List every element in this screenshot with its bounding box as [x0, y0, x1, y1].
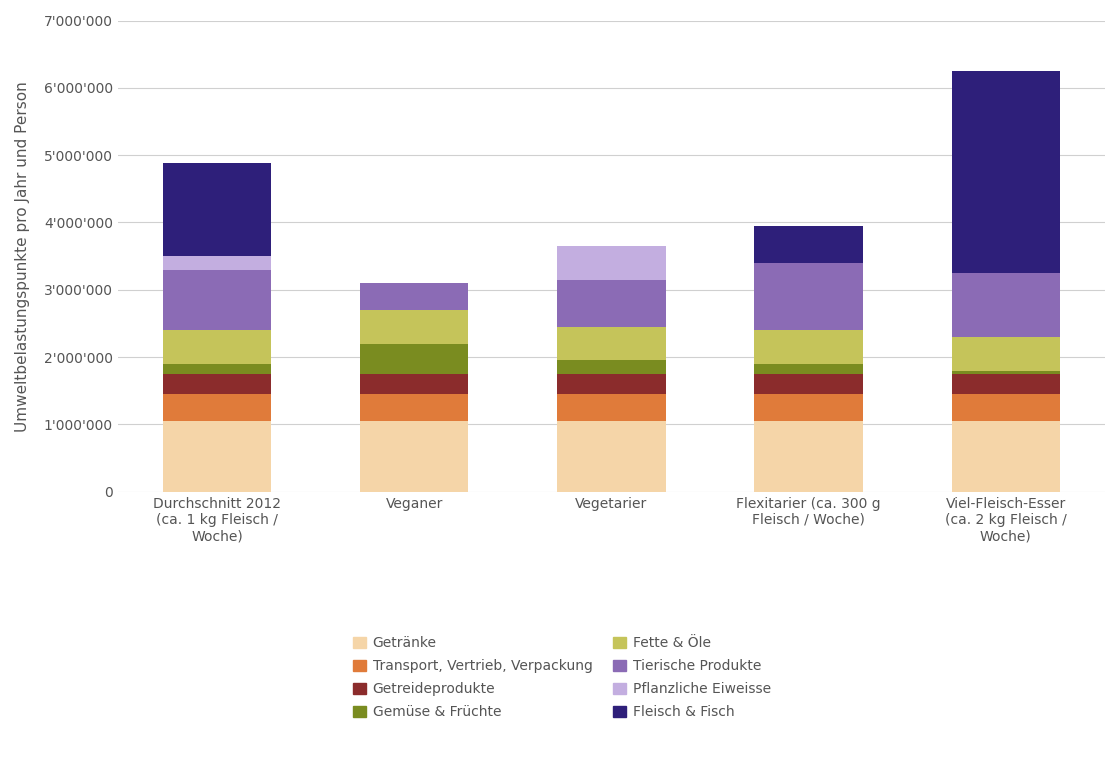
Bar — [952, 421, 1061, 492]
Bar — [162, 394, 271, 421]
Bar — [557, 246, 665, 280]
Bar — [360, 421, 468, 492]
Bar — [755, 226, 862, 263]
Bar — [162, 256, 271, 270]
Bar — [755, 330, 862, 363]
Bar — [952, 370, 1061, 374]
Bar — [952, 374, 1061, 394]
Bar — [557, 374, 665, 394]
Bar — [952, 273, 1061, 337]
Bar — [162, 330, 271, 363]
Bar — [360, 394, 468, 421]
Bar — [755, 363, 862, 374]
Bar — [360, 283, 468, 310]
Bar — [755, 263, 862, 330]
Bar — [162, 270, 271, 330]
Bar — [952, 71, 1061, 273]
Bar — [557, 360, 665, 374]
Bar — [557, 394, 665, 421]
Bar — [360, 374, 468, 394]
Bar — [162, 421, 271, 492]
Bar — [755, 374, 862, 394]
Bar — [557, 280, 665, 327]
Bar — [162, 363, 271, 374]
Legend: Getränke, Transport, Vertrieb, Verpackung, Getreideprodukte, Gemüse & Früchte, F: Getränke, Transport, Vertrieb, Verpackun… — [347, 631, 776, 725]
Bar — [557, 421, 665, 492]
Y-axis label: Umweltbelastungspunkte pro Jahr und Person: Umweltbelastungspunkte pro Jahr und Pers… — [15, 81, 30, 432]
Bar — [360, 343, 468, 374]
Bar — [755, 394, 862, 421]
Bar — [755, 421, 862, 492]
Bar — [162, 164, 271, 256]
Bar — [162, 374, 271, 394]
Bar — [360, 310, 468, 343]
Bar — [952, 337, 1061, 370]
Bar — [557, 327, 665, 360]
Bar — [952, 394, 1061, 421]
